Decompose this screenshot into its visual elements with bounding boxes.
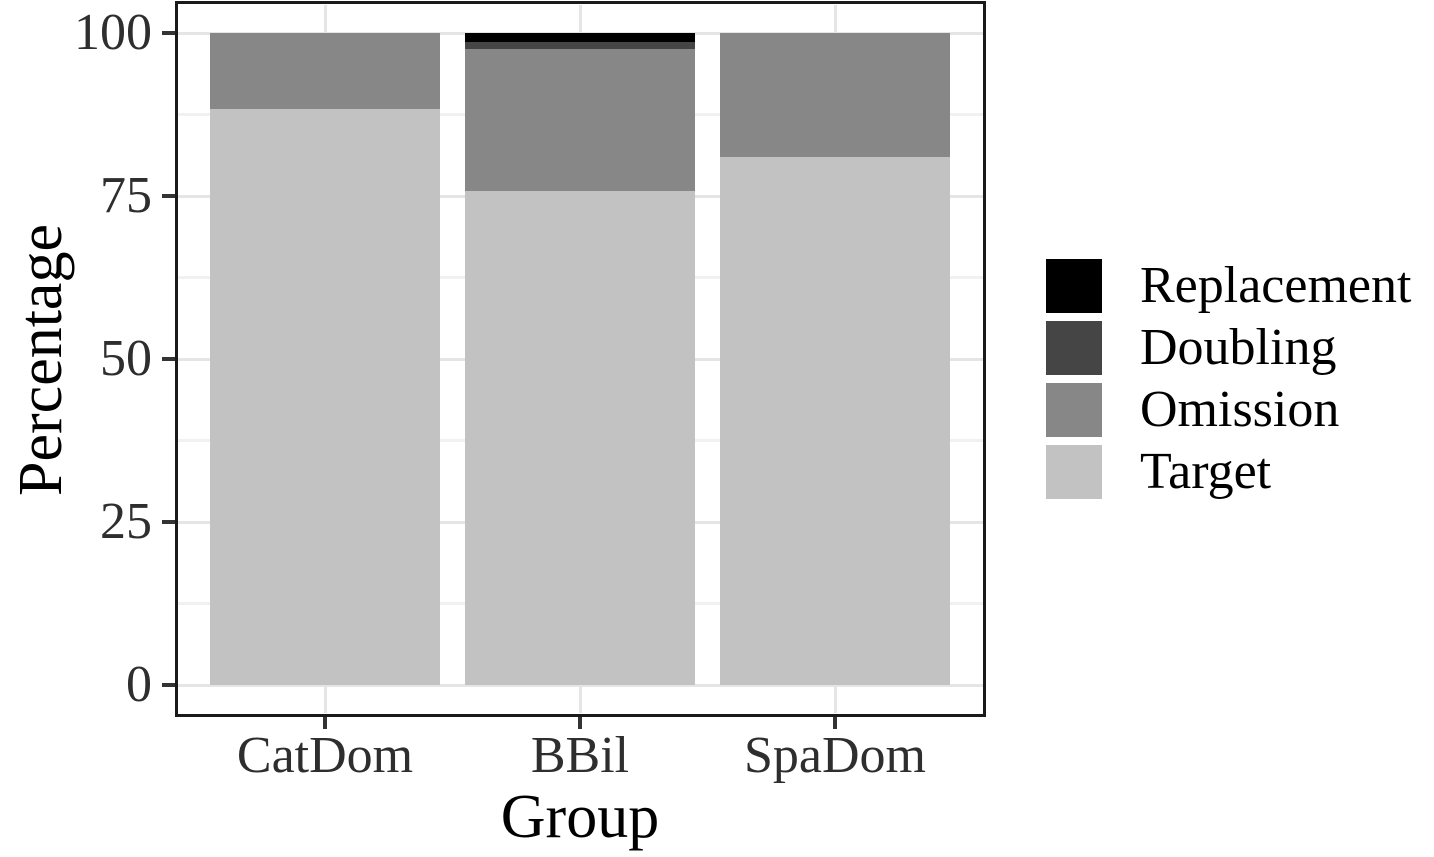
legend-key-swatch-Omission [1046,383,1102,437]
legend-item-Omission: Omission [1046,382,1411,438]
y-tick-50 [162,357,175,361]
legend-label-Doubling: Doubling [1140,319,1337,376]
x-tick-label-BBil: BBil [530,727,630,784]
bar-segment-BBil-Doubling [465,42,695,50]
y-tick-label-25: 25 [100,493,152,550]
x-axis-title: Group [500,783,660,851]
x-tick-label-CatDom: CatDom [236,727,414,784]
legend-key-swatch-Doubling [1046,321,1102,375]
x-tick-label-SpaDom: SpaDom [744,727,926,784]
y-tick-0 [162,683,175,687]
legend-item-Replacement: Replacement [1046,258,1411,314]
bar-segment-SpaDom-Omission [720,33,950,157]
x-tick-SpaDom [833,717,837,729]
bar-segment-SpaDom-Target [720,156,950,685]
y-tick-label-50: 50 [100,330,152,387]
legend-label-Target: Target [1140,443,1272,500]
legend-item-Doubling: Doubling [1046,320,1411,376]
legend: Replacement Doubling Omission Target [1046,258,1411,500]
y-axis-title: Percentage [7,224,75,496]
x-tick-BBil [578,717,582,729]
legend-item-Target: Target [1046,444,1411,500]
y-tick-label-75: 75 [100,167,152,224]
y-tick-label-100: 100 [74,4,152,61]
y-tick-25 [162,520,175,524]
bar-segment-CatDom-Target [210,108,440,685]
y-tick-100 [162,31,175,35]
y-tick-label-0: 0 [126,656,152,713]
legend-label-Omission: Omission [1140,381,1340,438]
bar-segment-CatDom-Omission [210,33,440,109]
bar-segment-BBil-Omission [465,49,695,192]
y-tick-75 [162,194,175,198]
legend-key-swatch-Target [1046,445,1102,499]
legend-key-swatch-Replacement [1046,259,1102,313]
bar-segment-BBil-Target [465,191,695,685]
x-tick-CatDom [323,717,327,729]
bar-segment-BBil-Replacement [465,33,695,43]
legend-label-Replacement: Replacement [1140,257,1412,314]
